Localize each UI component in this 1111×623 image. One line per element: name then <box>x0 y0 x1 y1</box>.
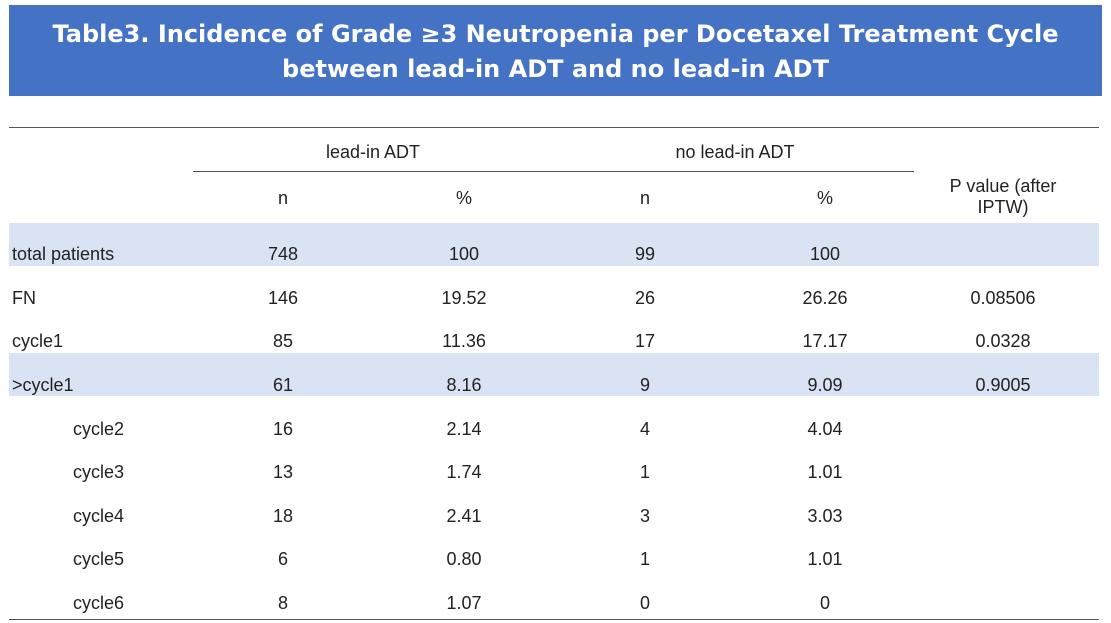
cell-nolead-pct: 1.01 <box>807 462 843 482</box>
cell-lead-n: 8 <box>277 593 289 613</box>
cell-lead-n: 146 <box>267 288 299 308</box>
cell-nolead-pct: 26.26 <box>802 288 848 308</box>
cell-lead-n: 85 <box>272 331 294 351</box>
cell-nolead-n: 17 <box>634 331 656 351</box>
row-label: cycle1 <box>12 331 64 351</box>
cell-nolead-n: 99 <box>634 244 656 264</box>
cell-lead-n: 61 <box>272 375 294 395</box>
cell-lead-pct: 1.74 <box>446 462 482 482</box>
cell-p-value: 0.9005 <box>975 375 1031 395</box>
col-header-p-value-line-1: P value (after <box>949 176 1057 196</box>
cell-p-value: 0.0328 <box>975 331 1031 351</box>
table-title-line-1: Table3. Incidence of Grade ≥3 Neutropeni… <box>52 20 1059 48</box>
row-label: cycle2 <box>73 419 125 439</box>
col-header-p-value: P value (after IPTW) <box>950 176 1057 218</box>
cell-nolead-n: 1 <box>639 549 651 569</box>
cell-lead-pct: 1.07 <box>446 593 482 613</box>
group-header-rule <box>193 171 914 172</box>
cell-lead-pct: 8.16 <box>446 375 482 395</box>
row-band-total-patients <box>9 223 1099 266</box>
cell-nolead-n: 26 <box>634 288 656 308</box>
table-bottom-rule <box>9 619 1099 620</box>
cell-nolead-pct: 3.03 <box>807 506 843 526</box>
table-title-line-2: between lead-in ADT and no lead-in ADT <box>282 55 829 83</box>
col-header-nolead-pct: % <box>816 188 834 208</box>
cell-nolead-n: 9 <box>639 375 651 395</box>
row-label: total patients <box>12 244 115 264</box>
cell-nolead-pct: 1.01 <box>807 549 843 569</box>
cell-lead-pct: 2.41 <box>446 506 482 526</box>
cell-nolead-pct: 9.09 <box>807 375 843 395</box>
col-header-p-value-line-2: IPTW) <box>977 197 1029 217</box>
cell-lead-pct: 100 <box>448 244 480 264</box>
cell-lead-n: 18 <box>272 506 294 526</box>
cell-nolead-n: 1 <box>639 462 651 482</box>
cell-nolead-n: 0 <box>639 593 651 613</box>
col-header-lead-pct: % <box>455 188 473 208</box>
row-label: FN <box>12 288 36 308</box>
col-header-nolead-n: n <box>639 188 651 208</box>
row-label: >cycle1 <box>12 375 74 395</box>
cell-lead-n: 13 <box>272 462 294 482</box>
cell-lead-pct: 0.80 <box>446 549 482 569</box>
col-header-lead-n: n <box>277 188 289 208</box>
cell-nolead-n: 3 <box>639 506 651 526</box>
row-label: cycle3 <box>73 462 125 482</box>
group-header-lead-in-adt: lead-in ADT <box>325 142 421 162</box>
cell-nolead-pct: 100 <box>809 244 841 264</box>
group-header-no-lead-in-adt: no lead-in ADT <box>675 142 795 162</box>
cell-lead-n: 16 <box>272 419 294 439</box>
row-band-gt-cycle1 <box>9 353 1099 396</box>
row-label: cycle5 <box>73 549 125 569</box>
cell-lead-n: 6 <box>277 549 289 569</box>
cell-nolead-n: 4 <box>639 419 651 439</box>
cell-nolead-pct: 4.04 <box>807 419 843 439</box>
row-label: cycle6 <box>73 593 125 613</box>
cell-nolead-pct: 0 <box>819 593 831 613</box>
cell-lead-pct: 19.52 <box>441 288 487 308</box>
cell-p-value: 0.08506 <box>970 288 1036 308</box>
cell-lead-pct: 11.36 <box>442 331 486 351</box>
row-label: cycle4 <box>73 506 125 526</box>
table-top-rule <box>9 127 1099 128</box>
table-title-banner: Table3. Incidence of Grade ≥3 Neutropeni… <box>9 5 1102 96</box>
cell-nolead-pct: 17.17 <box>802 331 848 351</box>
cell-lead-n: 748 <box>267 244 299 264</box>
cell-lead-pct: 2.14 <box>446 419 482 439</box>
